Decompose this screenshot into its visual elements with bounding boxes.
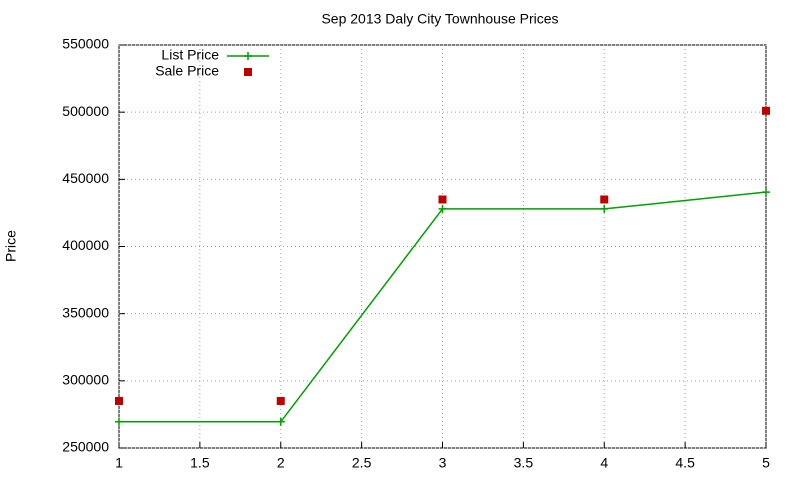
y-tick-label: 500000 <box>62 103 109 119</box>
data-point <box>438 204 447 213</box>
data-point <box>600 195 609 204</box>
x-tick-label: 3.5 <box>514 455 534 471</box>
plus-glyph <box>115 417 123 426</box>
legend-marker <box>244 68 252 76</box>
y-tick-label: 400000 <box>62 237 109 253</box>
y-axis-label: Price <box>3 230 19 262</box>
legend-marker <box>244 52 252 60</box>
x-tick-label: 2 <box>277 455 285 471</box>
data-point <box>276 396 285 405</box>
plus-glyph <box>600 204 609 213</box>
y-tick-label: 550000 <box>62 36 109 52</box>
plus-glyph <box>276 417 285 426</box>
series-line <box>119 191 767 423</box>
chart-title: Sep 2013 Daly City Townhouse Prices <box>321 11 558 27</box>
x-tick-label: 2.5 <box>352 455 372 471</box>
data-point <box>115 417 123 426</box>
data-point <box>762 106 770 115</box>
y-tick-label: 250000 <box>62 439 109 455</box>
x-tick-label: 3 <box>439 455 447 471</box>
legend-label: List Price <box>161 47 219 63</box>
y-tick-label: 450000 <box>62 170 109 186</box>
data-point <box>762 188 770 197</box>
x-tick-label: 4.5 <box>675 455 695 471</box>
legend-label: Sale Price <box>155 63 219 79</box>
plus-glyph <box>244 52 252 60</box>
data-point <box>276 417 285 426</box>
x-tick-label: 1 <box>115 455 123 471</box>
y-tick-label: 350000 <box>62 304 109 320</box>
y-tick-label: 300000 <box>62 372 109 388</box>
data-point <box>600 204 609 213</box>
plus-glyph <box>438 204 447 213</box>
plus-glyph <box>762 188 770 197</box>
x-tick-label: 5 <box>762 455 770 471</box>
x-tick-label: 1.5 <box>190 455 210 471</box>
data-point <box>115 396 123 405</box>
x-tick-label: 4 <box>600 455 608 471</box>
data-point <box>438 195 447 204</box>
